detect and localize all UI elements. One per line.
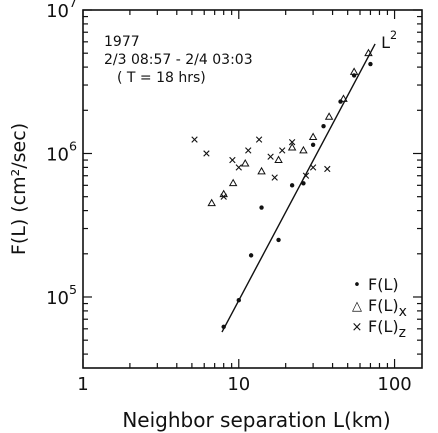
data-point-flx [324, 112, 334, 120]
fit-line [221, 43, 376, 333]
data-point-fl [221, 324, 226, 329]
plot-frame [82, 9, 423, 369]
annotation-line: ( T = 18 hrs) [117, 70, 206, 86]
legend-label: F(L) [368, 275, 399, 294]
data-point-flz [271, 174, 278, 181]
y-axis-title: F(L) (cm²/sec) [8, 123, 30, 255]
y-tick-label: 105 [46, 282, 77, 309]
data-marks [191, 48, 373, 329]
data-point-flx [364, 48, 373, 57]
data-point-flz [279, 147, 286, 154]
data-point-fl [321, 123, 326, 129]
legend-marker: × [352, 320, 363, 335]
data-point-flx [274, 155, 283, 163]
annotation-line: 2/3 08:57 - 2/4 03:03 [104, 52, 253, 68]
data-point-flx [299, 145, 308, 154]
data-point-flz [245, 147, 252, 154]
data-point-fl [248, 253, 254, 258]
annotation-group: 1977 2/3 08:57 - 2/4 03:03 ( T = 18 hrs) [104, 34, 253, 86]
y-tick-label: 106 [46, 139, 77, 166]
data-point-flx [349, 67, 359, 75]
data-point-flx [207, 198, 216, 207]
cross-stroke [220, 193, 227, 200]
data-point-flz [288, 138, 296, 146]
data-point-fl [368, 61, 373, 67]
axis-ticks [82, 9, 422, 368]
legend-marker: △ [352, 299, 362, 314]
cross-stroke [191, 136, 198, 143]
data-point-flz [191, 136, 198, 143]
data-point-fl [259, 205, 264, 210]
data-point-flz [220, 193, 227, 200]
cross-stroke [255, 136, 263, 143]
cross-stroke [203, 150, 210, 157]
data-point-flz [302, 172, 310, 179]
data-point-fl [236, 297, 241, 303]
data-point-flx [240, 159, 250, 167]
data-point-flx [339, 94, 348, 102]
legend-marker: • [353, 278, 361, 293]
axis-labels: 1 10 100 105 106 107 Neighbor separation L(km)… [8, 0, 412, 432]
x-tick-label: 10 [227, 374, 250, 395]
cross-stroke [229, 156, 236, 164]
data-point-flz [229, 156, 236, 164]
x-tick-label: 1 [77, 374, 88, 395]
cross-stroke [245, 147, 252, 154]
y-tick-label: 107 [46, 0, 77, 22]
cross-stroke [267, 153, 274, 160]
data-point-flz [267, 153, 274, 160]
data-point-fl [310, 142, 316, 147]
legend-label: F(L)z [368, 317, 406, 341]
cross-stroke [279, 147, 286, 154]
cross-stroke [324, 165, 331, 173]
x-tick-label: 100 [377, 374, 411, 395]
fit-line-label: L2 [381, 29, 397, 52]
data-point-fl [301, 181, 306, 186]
legend: • F(L) △ F(L)x × F(L)z [352, 275, 407, 341]
annotation-line: 1977 [104, 34, 140, 50]
data-point-fl [289, 183, 295, 188]
data-point-flz [203, 150, 210, 157]
data-point-fl [276, 237, 281, 243]
cross-stroke [288, 138, 296, 146]
data-point-flz [235, 164, 242, 171]
cross-stroke [302, 172, 310, 179]
legend-label: F(L)x [368, 296, 407, 320]
data-point-flx [228, 178, 238, 187]
data-point-flz [309, 164, 317, 171]
data-point-flx [308, 132, 318, 141]
data-point-flx [287, 142, 297, 151]
fit-line-group: L2 [221, 29, 397, 333]
cross-stroke [309, 164, 317, 171]
data-point-flx [257, 166, 266, 175]
cross-stroke [235, 164, 242, 171]
x-axis-title: Neighbor separation L(km) [122, 408, 390, 432]
data-point-flz [324, 165, 331, 173]
cross-stroke [271, 174, 278, 181]
data-point-flz [255, 136, 263, 143]
